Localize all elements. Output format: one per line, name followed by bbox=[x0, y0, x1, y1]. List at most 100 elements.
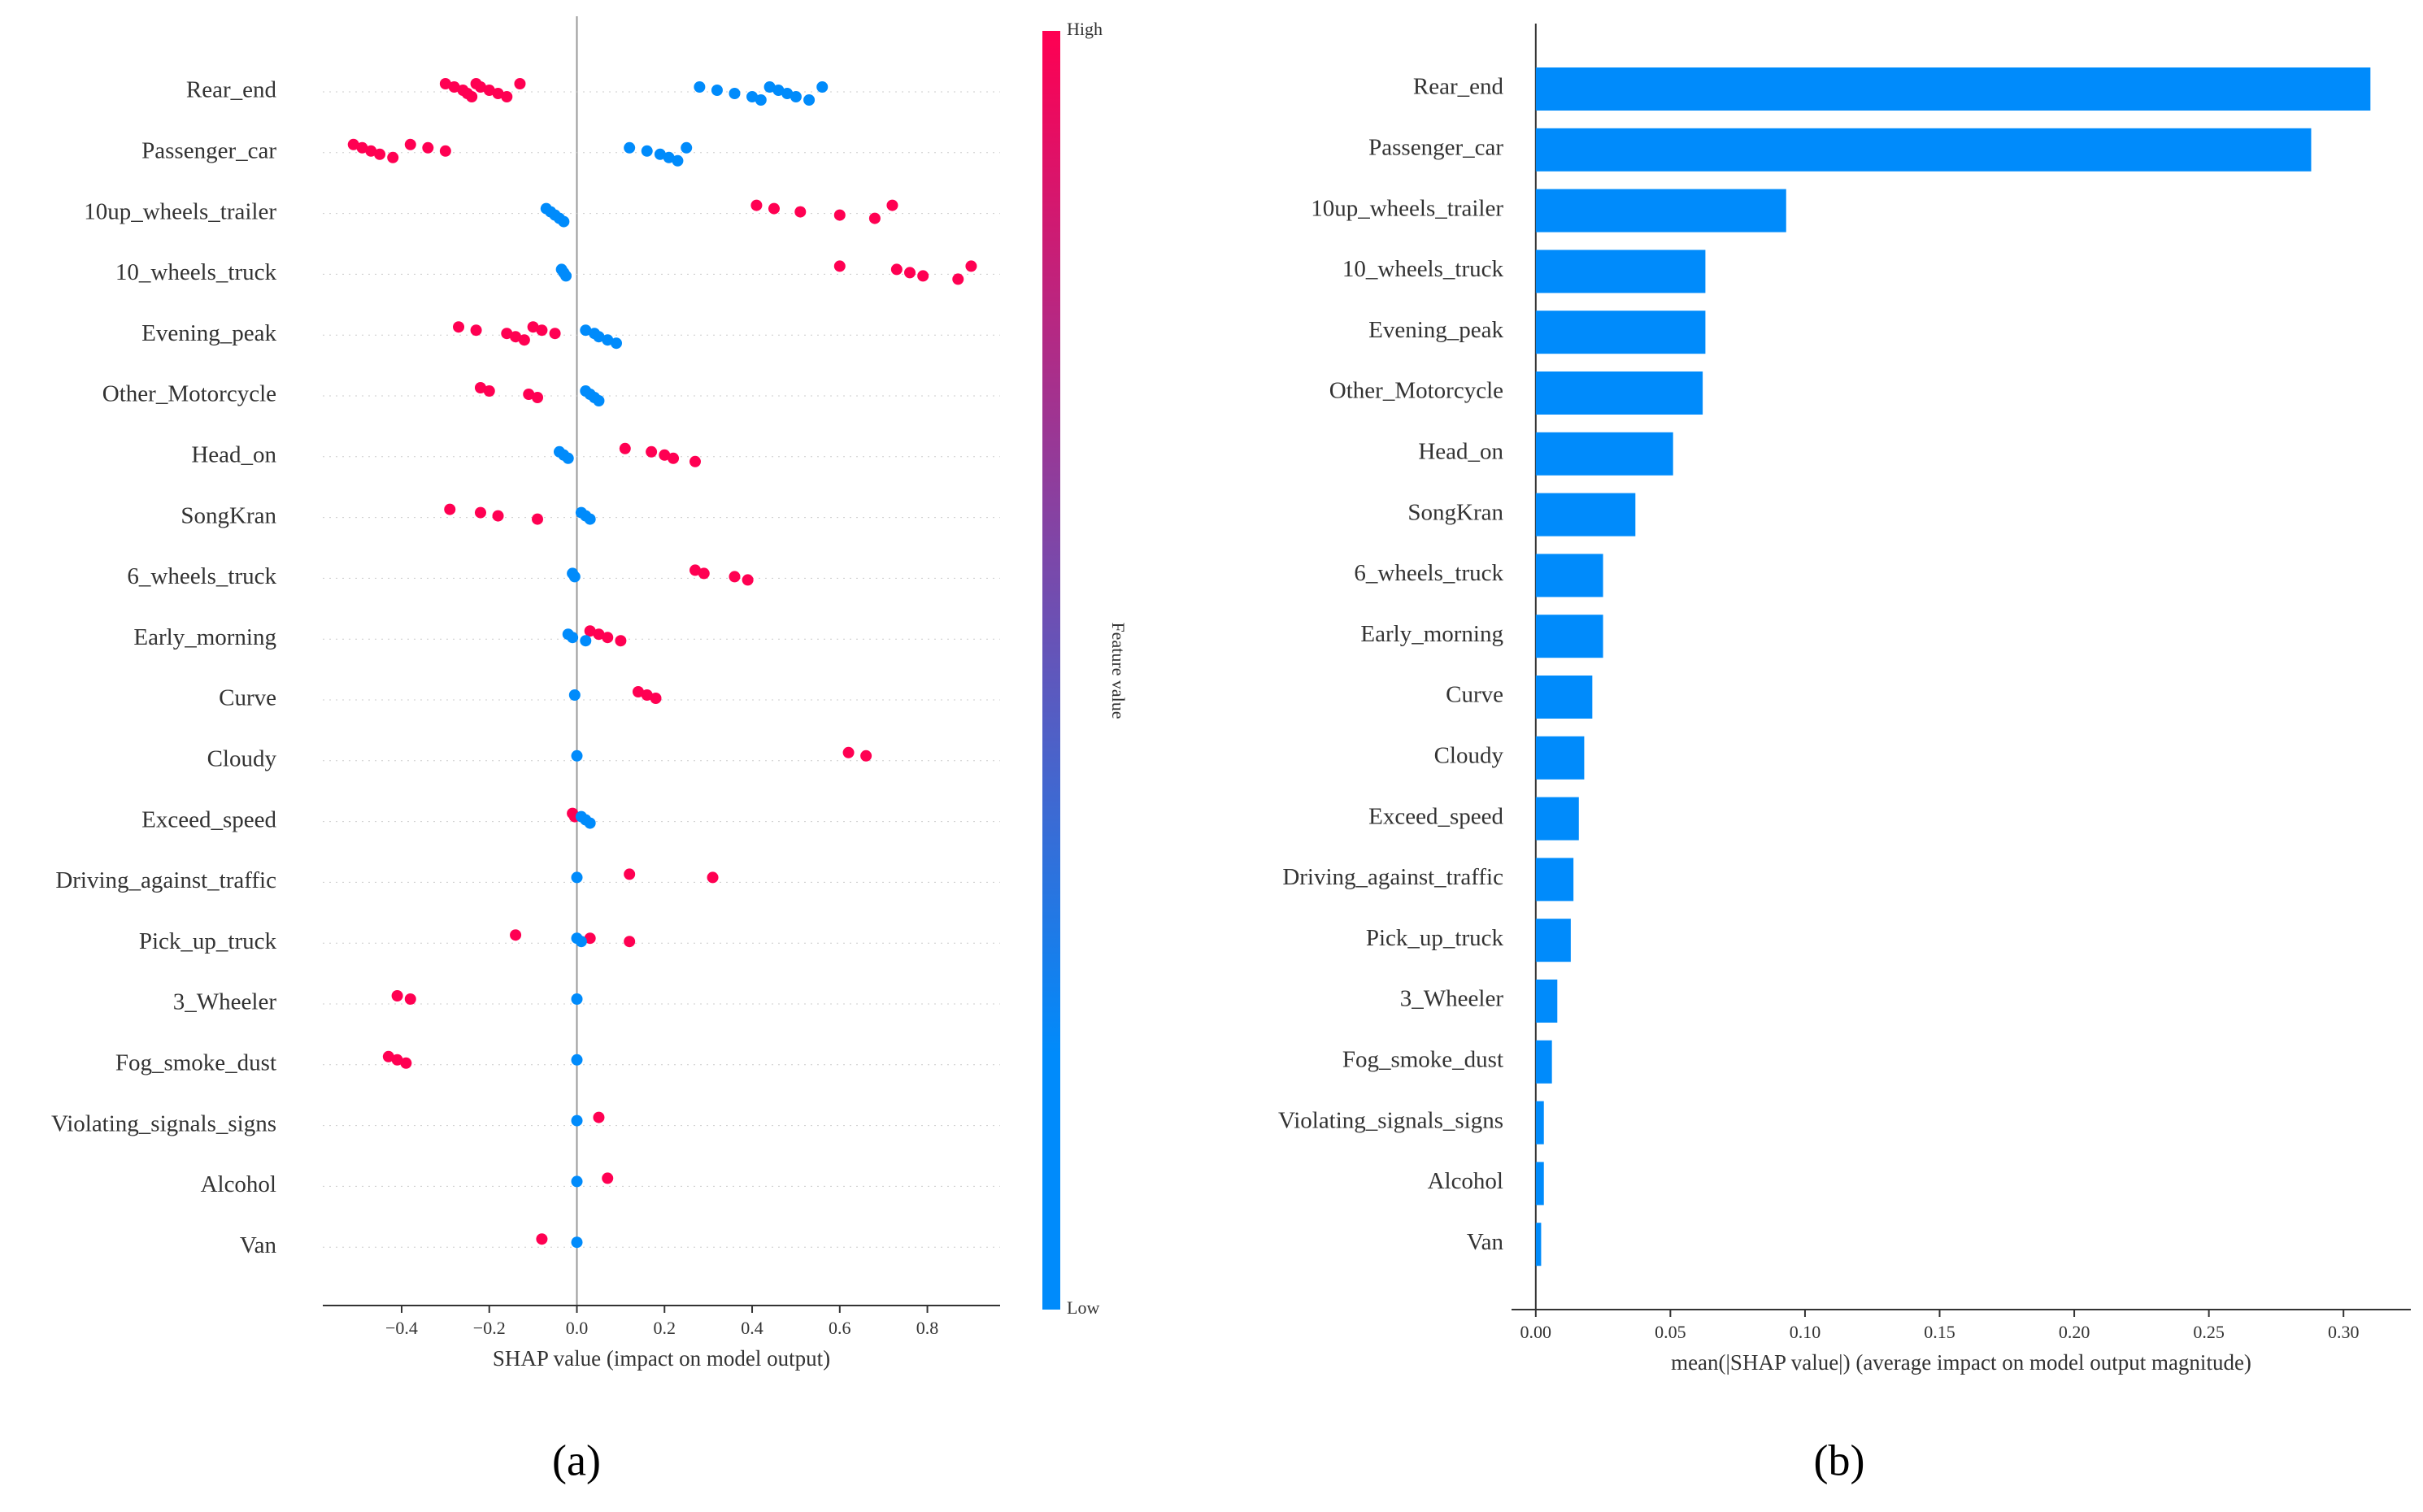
dot bbox=[890, 263, 903, 276]
y-tick-label: 3_Wheeler bbox=[173, 989, 277, 1015]
dot bbox=[794, 206, 807, 218]
dot bbox=[729, 88, 741, 99]
bar bbox=[1535, 919, 1571, 962]
dot bbox=[593, 331, 605, 343]
dot bbox=[742, 574, 754, 586]
y-tick-label: Early_morning bbox=[133, 624, 276, 650]
dot bbox=[536, 324, 548, 337]
bar bbox=[1535, 554, 1603, 597]
x-axis-label: SHAP value (impact on model output) bbox=[493, 1346, 830, 1371]
y-tick-label: Alcohol bbox=[1428, 1168, 1503, 1194]
x-tick-label: 0.4 bbox=[741, 1318, 763, 1338]
dot bbox=[532, 513, 544, 525]
dot bbox=[444, 503, 456, 515]
dot bbox=[483, 385, 495, 397]
x-tick-label: 0.20 bbox=[2059, 1322, 2090, 1342]
y-tick-label: 10_wheels_truck bbox=[1342, 256, 1504, 282]
x-tick-label: 0.0 bbox=[566, 1318, 589, 1338]
x-tick-label: −0.2 bbox=[473, 1318, 506, 1338]
dot bbox=[492, 88, 504, 99]
bar bbox=[1535, 67, 2371, 111]
dot bbox=[803, 94, 816, 106]
dot bbox=[917, 270, 929, 282]
dot bbox=[641, 689, 653, 701]
dot bbox=[523, 389, 535, 400]
y-tick-label: Van bbox=[1467, 1229, 1504, 1255]
y-tick-label: Driving_against_traffic bbox=[1282, 864, 1503, 890]
bar bbox=[1535, 615, 1603, 658]
y-tick-label: 10up_wheels_trailer bbox=[1311, 195, 1503, 221]
dot bbox=[659, 449, 671, 461]
dot bbox=[492, 510, 504, 522]
y-tick-label: Rear_end bbox=[186, 77, 277, 103]
y-tick-label: 10_wheels_truck bbox=[115, 259, 277, 285]
y-tick-label: Other_Motorcycle bbox=[1329, 378, 1503, 404]
dot bbox=[387, 151, 399, 163]
y-tick-label: Fog_smoke_dust bbox=[1342, 1046, 1503, 1072]
bar bbox=[1535, 1162, 1544, 1206]
bar bbox=[1535, 432, 1673, 476]
x-tick-label: 0.8 bbox=[916, 1318, 939, 1338]
y-tick-label: Head_on bbox=[1418, 438, 1503, 464]
dot bbox=[374, 148, 386, 160]
dot bbox=[474, 382, 486, 393]
dot bbox=[615, 635, 627, 647]
dot bbox=[501, 328, 513, 340]
dot bbox=[707, 871, 719, 884]
dot bbox=[404, 993, 416, 1005]
dot bbox=[593, 395, 605, 406]
x-axis-label: mean(|SHAP value|) (average impact on mo… bbox=[1671, 1350, 2251, 1375]
y-tick-label: Cloudy bbox=[1434, 742, 1504, 768]
dot bbox=[347, 138, 359, 150]
y-tick-label: Passenger_car bbox=[1368, 134, 1503, 160]
x-tick-label: 0.15 bbox=[1924, 1322, 1955, 1342]
dot bbox=[448, 81, 460, 93]
dot bbox=[549, 328, 561, 340]
dot bbox=[439, 78, 451, 89]
y-tick-label: Violating_signals_signs bbox=[1278, 1107, 1503, 1133]
bar bbox=[1535, 980, 1558, 1023]
dot bbox=[886, 199, 898, 211]
y-tick-label: Alcohol bbox=[201, 1171, 276, 1197]
dot bbox=[816, 81, 829, 93]
dot bbox=[602, 334, 614, 346]
dot bbox=[382, 1050, 394, 1062]
y-tick-label: Pick_up_truck bbox=[1366, 925, 1504, 951]
y-tick-label: Driving_against_traffic bbox=[55, 867, 276, 893]
dot bbox=[663, 151, 675, 163]
dot bbox=[567, 632, 579, 644]
y-tick-label: Van bbox=[240, 1232, 277, 1258]
dot bbox=[501, 91, 513, 102]
colorbar-low-label: Low bbox=[1067, 1297, 1099, 1318]
dot bbox=[689, 564, 701, 576]
dot bbox=[711, 85, 723, 96]
dot bbox=[746, 91, 759, 102]
y-tick-label: Violating_signals_signs bbox=[51, 1110, 276, 1136]
dot bbox=[571, 871, 583, 884]
x-tick-label: 0.2 bbox=[654, 1318, 676, 1338]
dot bbox=[356, 141, 368, 154]
dot bbox=[571, 1114, 583, 1127]
dot bbox=[560, 270, 572, 282]
y-tick-label: Evening_peak bbox=[1368, 317, 1503, 343]
dot bbox=[619, 442, 631, 454]
dot bbox=[772, 85, 785, 96]
y-tick-label: Curve bbox=[1446, 682, 1503, 708]
dot bbox=[571, 1054, 583, 1066]
colorbar-high-label: High bbox=[1067, 19, 1103, 39]
dot bbox=[668, 452, 680, 464]
dot bbox=[952, 273, 964, 285]
dot bbox=[641, 145, 653, 157]
dot bbox=[466, 91, 478, 102]
y-tick-label: Fog_smoke_dust bbox=[115, 1049, 276, 1075]
dot bbox=[453, 321, 465, 333]
dot bbox=[584, 932, 596, 945]
dot bbox=[602, 1172, 614, 1184]
dot bbox=[470, 324, 482, 337]
dot bbox=[602, 632, 614, 644]
dot bbox=[593, 1111, 605, 1123]
bar bbox=[1535, 858, 1574, 902]
dot bbox=[965, 260, 977, 272]
dot bbox=[575, 936, 587, 948]
